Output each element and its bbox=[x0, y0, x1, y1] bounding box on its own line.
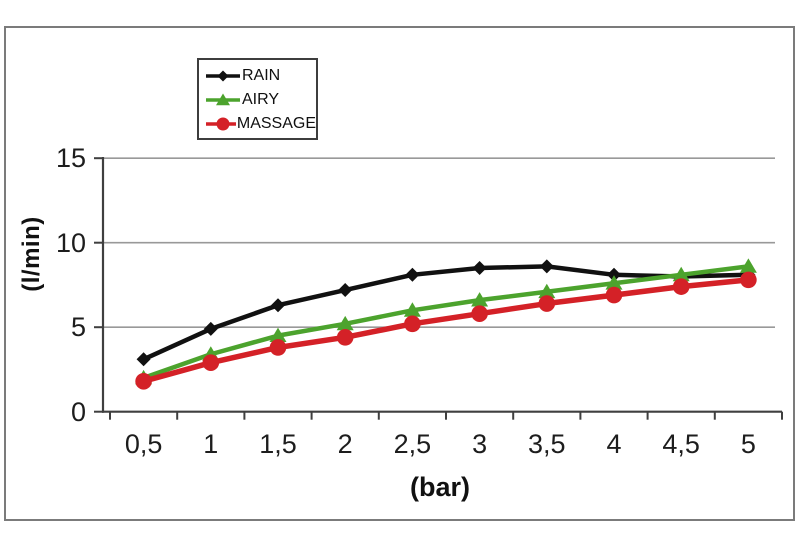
series-point-airy bbox=[269, 327, 287, 343]
series-point-airy bbox=[336, 315, 354, 331]
legend-circle-icon bbox=[206, 117, 236, 131]
series-point-rain bbox=[607, 267, 621, 282]
series-point-rain bbox=[203, 321, 218, 336]
x-tick-label: 4 bbox=[606, 429, 622, 459]
series-point-massage bbox=[740, 271, 757, 289]
series-point-airy bbox=[403, 302, 421, 317]
series-point-airy bbox=[672, 266, 690, 282]
series-point-airy bbox=[739, 258, 757, 273]
legend-label: AIRY bbox=[242, 91, 280, 108]
x-tick-label: 1 bbox=[203, 429, 219, 459]
x-tick-label: 2,5 bbox=[393, 429, 432, 459]
x-axis-title: (bar) bbox=[410, 472, 470, 502]
legend-item-airy: AIRY bbox=[205, 88, 316, 112]
legend-item-rain: RAIN bbox=[205, 64, 316, 88]
legend-triangle-icon bbox=[206, 93, 240, 106]
series-line-airy bbox=[142, 264, 749, 381]
x-tick-label: 3 bbox=[472, 429, 488, 459]
x-tick-label: 0,5 bbox=[124, 429, 163, 459]
x-tick-label: 4,5 bbox=[662, 429, 700, 459]
series-point-massage bbox=[404, 315, 421, 333]
series-line-rain bbox=[142, 264, 749, 362]
x-tick-label: 1,5 bbox=[259, 429, 297, 459]
series-point-airy bbox=[605, 275, 623, 290]
series-point-rain bbox=[539, 259, 554, 274]
x-tick-label: 5 bbox=[740, 429, 756, 459]
series-point-airy bbox=[471, 292, 489, 307]
y-tick-label: 5 bbox=[70, 312, 86, 343]
series-point-rain bbox=[405, 267, 420, 282]
legend-diamond-icon bbox=[206, 70, 240, 82]
legend-label: RAIN bbox=[242, 67, 281, 84]
series-point-massage bbox=[538, 295, 556, 312]
legend-item-massage: MASSAGE bbox=[205, 112, 316, 136]
series-point-rain bbox=[271, 298, 285, 313]
outer-border-frame bbox=[4, 26, 795, 521]
series-line-massage bbox=[142, 277, 749, 384]
x-tick-label: 3,5 bbox=[528, 429, 566, 459]
y-tick-label: 15 bbox=[55, 143, 86, 174]
series-point-rain bbox=[136, 352, 151, 367]
series-point-airy bbox=[538, 283, 556, 299]
legend-label: MASSAGE bbox=[236, 115, 316, 132]
series-point-massage bbox=[202, 354, 220, 371]
series-point-massage bbox=[672, 278, 690, 295]
series-point-massage bbox=[269, 339, 287, 356]
x-tick-label: 2 bbox=[337, 429, 353, 459]
series-point-rain bbox=[472, 261, 487, 276]
y-tick-label: 10 bbox=[55, 227, 86, 258]
series-point-massage bbox=[135, 372, 152, 390]
chart-legend: RAIN AIRY MASSAGE bbox=[197, 58, 318, 140]
y-tick-label: 0 bbox=[70, 396, 86, 427]
series-point-massage bbox=[605, 286, 623, 304]
series-point-massage bbox=[336, 329, 354, 346]
series-point-rain bbox=[338, 283, 353, 298]
series-point-massage bbox=[471, 305, 488, 322]
